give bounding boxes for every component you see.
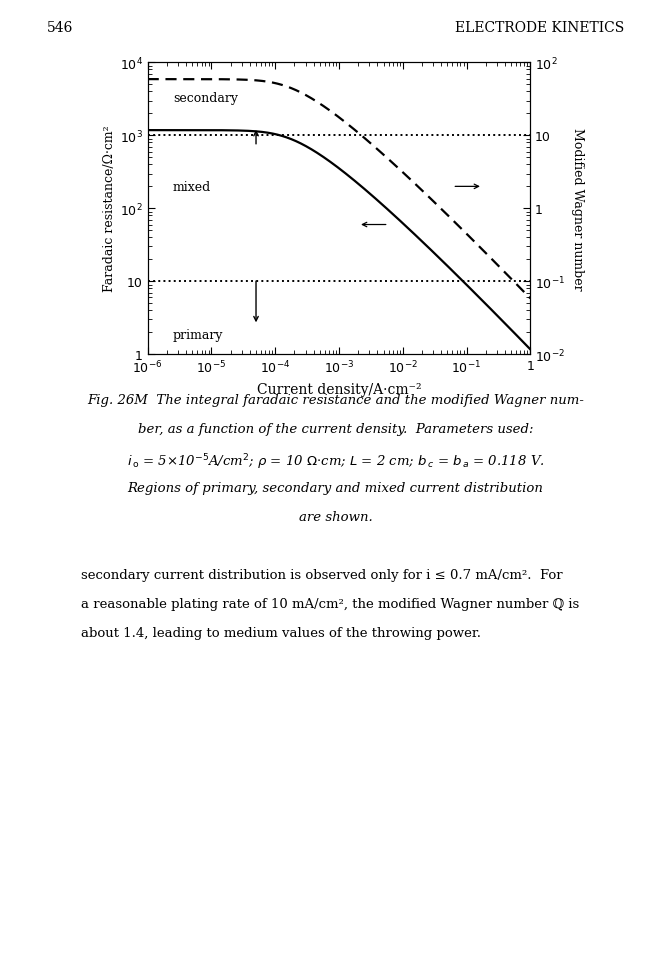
Text: primary: primary — [173, 329, 223, 342]
Text: secondary current distribution is observed only for i ≤ 0.7 mA/cm².  For: secondary current distribution is observ… — [81, 569, 562, 581]
X-axis label: Current density/A·cm⁻²: Current density/A·cm⁻² — [256, 383, 421, 398]
Text: Regions of primary, secondary and mixed current distribution: Regions of primary, secondary and mixed … — [127, 481, 544, 494]
Text: secondary: secondary — [173, 92, 238, 105]
Text: Fig. 26M  The integral faradaic resistance and the modified Wagner num-: Fig. 26M The integral faradaic resistanc… — [87, 394, 584, 406]
Y-axis label: Faradaic resistance/Ω·cm²: Faradaic resistance/Ω·cm² — [103, 125, 115, 293]
Text: mixed: mixed — [173, 181, 211, 193]
Text: ber, as a function of the current density.  Parameters used:: ber, as a function of the current densit… — [138, 423, 533, 435]
Text: a reasonable plating rate of 10 mA/cm², the modified Wagner number ℚ is: a reasonable plating rate of 10 mA/cm², … — [81, 598, 578, 610]
Text: about 1.4, leading to medium values of the throwing power.: about 1.4, leading to medium values of t… — [81, 627, 480, 640]
Text: ELECTRODE KINETICS: ELECTRODE KINETICS — [455, 21, 624, 35]
Y-axis label: Modified Wagner number: Modified Wagner number — [570, 127, 584, 291]
Text: $i_{\,\mathrm{o}}$ = 5×10$^{-5}$A/cm$^2$; $\rho$ = 10 $\Omega$$\cdot$cm; $L$ = 2: $i_{\,\mathrm{o}}$ = 5×10$^{-5}$A/cm$^2$… — [127, 452, 544, 471]
Text: are shown.: are shown. — [299, 510, 372, 523]
Text: 546: 546 — [47, 21, 73, 35]
